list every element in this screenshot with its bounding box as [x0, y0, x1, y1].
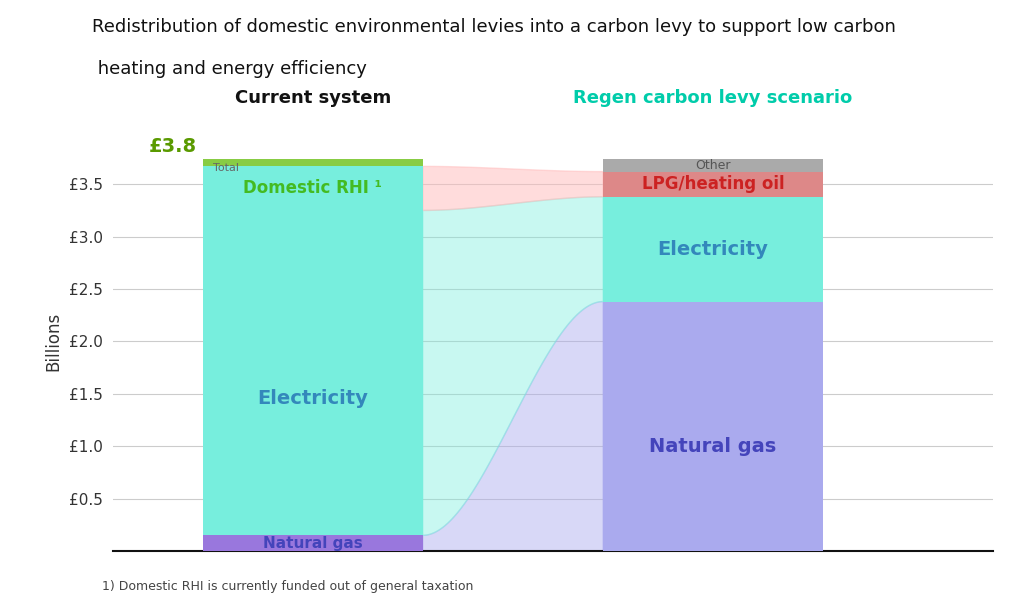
- Text: £3.8: £3.8: [150, 137, 198, 156]
- Text: Natural gas: Natural gas: [263, 536, 362, 550]
- Bar: [203, 536, 423, 551]
- Bar: [603, 301, 823, 551]
- Text: Total: Total: [213, 163, 239, 173]
- Text: 1) Domestic RHI is currently funded out of general taxation: 1) Domestic RHI is currently funded out …: [102, 580, 474, 593]
- Polygon shape: [423, 301, 603, 551]
- Polygon shape: [423, 196, 603, 536]
- Bar: [203, 167, 423, 210]
- Text: Natural gas: Natural gas: [649, 437, 776, 456]
- Bar: [603, 159, 823, 171]
- Polygon shape: [423, 167, 603, 210]
- Text: Redistribution of domestic environmental levies into a carbon levy to support lo: Redistribution of domestic environmental…: [92, 18, 896, 36]
- Text: Current system: Current system: [234, 89, 391, 107]
- Text: Domestic RHI ¹: Domestic RHI ¹: [244, 179, 382, 198]
- Text: Electricity: Electricity: [657, 240, 769, 259]
- Text: LPG/heating oil: LPG/heating oil: [642, 175, 784, 193]
- Text: Regen carbon levy scenario: Regen carbon levy scenario: [573, 89, 853, 107]
- Bar: [603, 171, 823, 196]
- Text: heating and energy efficiency: heating and energy efficiency: [92, 60, 367, 78]
- Y-axis label: Billions: Billions: [44, 312, 62, 371]
- Text: Other: Other: [695, 159, 731, 172]
- Bar: [603, 196, 823, 301]
- Text: Electricity: Electricity: [257, 389, 369, 409]
- Bar: [203, 210, 423, 536]
- Bar: [203, 159, 423, 167]
